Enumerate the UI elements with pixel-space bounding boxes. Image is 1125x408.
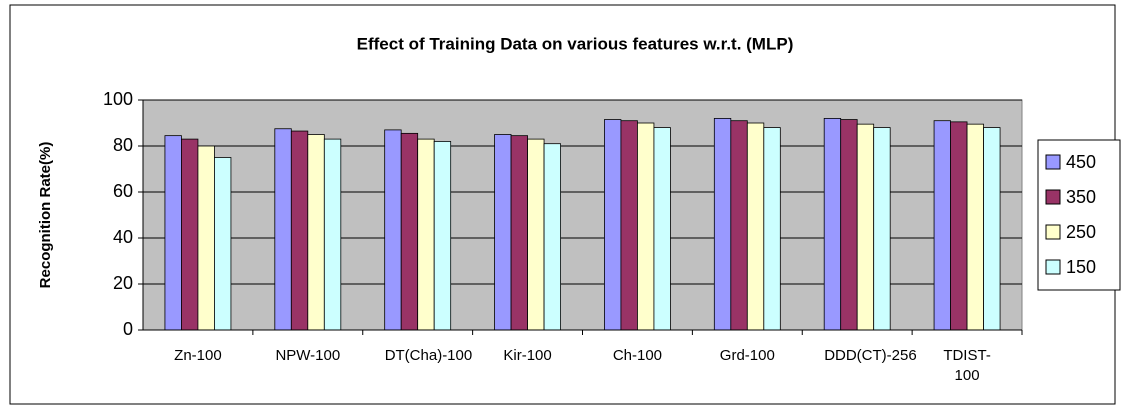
bar: [653, 127, 671, 331]
bar: [494, 134, 512, 331]
legend-label: 250: [1066, 222, 1096, 242]
bar: [983, 127, 1001, 331]
bar: [763, 127, 781, 331]
bar: [197, 145, 215, 331]
bar: [274, 128, 292, 331]
bar: [746, 122, 765, 331]
bar: [510, 135, 528, 331]
bar: [164, 135, 182, 331]
x-tick-label: NPW-100: [275, 347, 341, 364]
bar: [307, 134, 325, 331]
bar: [417, 138, 435, 331]
x-tick-label: Kir-100: [503, 347, 552, 364]
x-tick-label: DDD(CT)-256: [824, 347, 917, 364]
x-tick-label: DT(Cha)-100: [384, 347, 473, 364]
bar: [730, 120, 748, 331]
bar: [933, 120, 951, 331]
legend-swatch: [1045, 224, 1061, 240]
legend-swatch: [1045, 154, 1061, 170]
y-tick-label: 100: [103, 89, 133, 109]
y-tick-label: 60: [113, 181, 133, 201]
y-tick-label: 40: [113, 227, 133, 247]
bar: [290, 130, 309, 331]
bar: [400, 132, 419, 331]
bar: [840, 119, 858, 331]
bar: [637, 122, 655, 331]
legend-label: 150: [1066, 257, 1096, 277]
y-tick-label: 20: [113, 273, 133, 293]
bar: [713, 118, 732, 331]
legend-swatch: [1045, 259, 1061, 275]
x-tick-label: TDIST-100: [943, 347, 991, 384]
x-tick-label: Ch-100: [612, 347, 663, 364]
bar: [950, 121, 968, 331]
bar: [527, 138, 545, 331]
bar: [214, 157, 232, 331]
y-tick-label: 80: [113, 135, 133, 155]
chart-title: Effect of Training Data on various featu…: [357, 34, 794, 53]
bar: [604, 119, 622, 331]
bar: [823, 118, 842, 331]
bar: [433, 140, 452, 331]
bar: [856, 123, 875, 331]
bar: [181, 138, 199, 331]
x-tick-label: Zn-100: [174, 347, 222, 364]
y-axis-label: Recognition Rate(%): [37, 142, 54, 289]
bar: [384, 129, 402, 331]
legend-label: 450: [1066, 152, 1096, 172]
legend-swatch: [1045, 189, 1061, 205]
legend-label: 350: [1066, 187, 1096, 207]
y-tick-label: 0: [123, 319, 133, 339]
bar: [323, 138, 342, 331]
bar: [620, 120, 638, 331]
x-tick-label: Grd-100: [719, 347, 775, 364]
bar: [873, 127, 891, 331]
bar: [543, 143, 561, 331]
bar: [966, 123, 984, 331]
